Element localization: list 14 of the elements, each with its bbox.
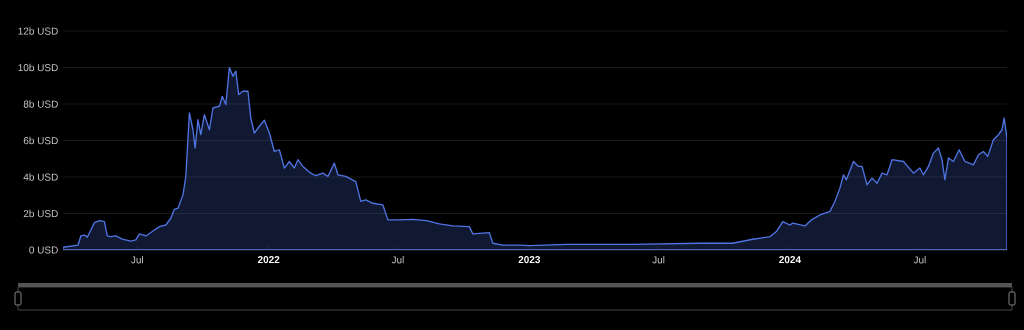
x-tick-label: Jul	[391, 256, 404, 264]
x-tick-label: 2023	[518, 256, 541, 264]
y-tick-label: 0 USD	[29, 246, 58, 254]
x-tick-label: 2022	[257, 256, 280, 264]
y-tick-label: 10b USD	[18, 63, 58, 72]
x-tick-label: 2024	[779, 256, 801, 264]
x-tick-label: Jul	[913, 256, 926, 264]
y-tick-label: 4b USD	[23, 173, 58, 181]
y-tick-label: 6b USD	[23, 136, 58, 145]
y-tick-label: 12b USD	[18, 27, 58, 35]
y-tick-label: 2b USD	[23, 209, 58, 218]
x-tick-label: Jul	[652, 256, 665, 264]
y-tick-label: 8b USD	[23, 100, 58, 108]
x-tick-label: Jul	[131, 256, 143, 264]
